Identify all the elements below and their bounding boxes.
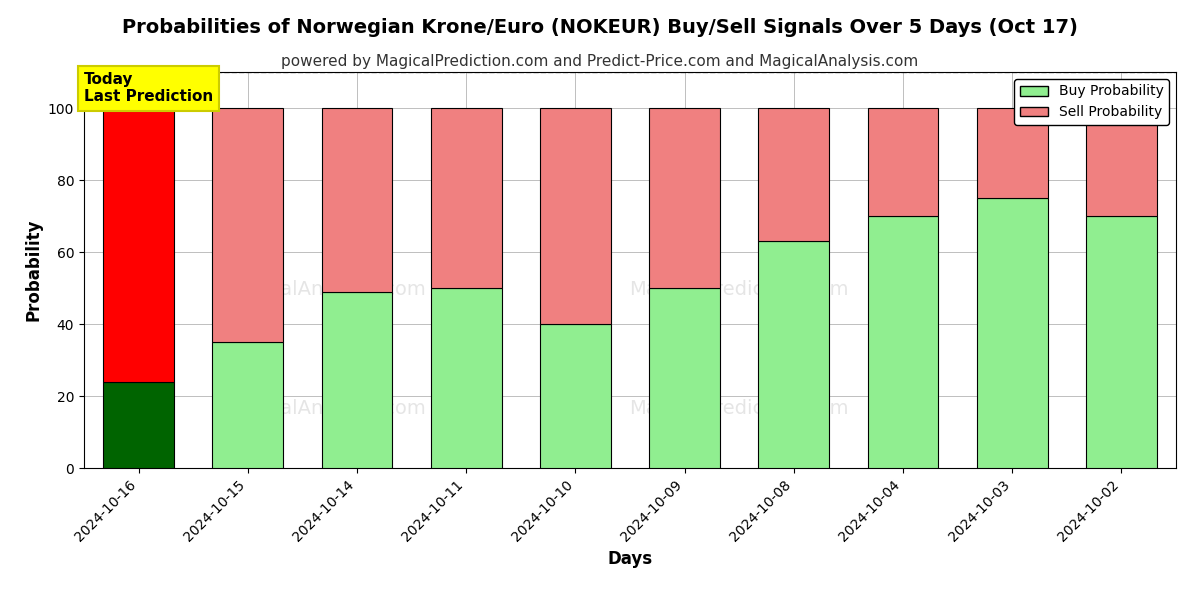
Bar <box>103 108 174 382</box>
Bar <box>977 198 1048 468</box>
Text: MagicalPrediction.com: MagicalPrediction.com <box>630 399 848 418</box>
Bar <box>977 108 1048 198</box>
Bar <box>868 108 938 216</box>
Y-axis label: Probability: Probability <box>24 219 42 321</box>
Bar <box>758 241 829 468</box>
Bar <box>1086 216 1157 468</box>
Bar <box>1086 108 1157 216</box>
Bar <box>322 292 392 468</box>
Bar <box>649 108 720 288</box>
Text: Today
Last Prediction: Today Last Prediction <box>84 72 214 104</box>
Bar <box>431 108 502 288</box>
Text: Probabilities of Norwegian Krone/Euro (NOKEUR) Buy/Sell Signals Over 5 Days (Oct: Probabilities of Norwegian Krone/Euro (N… <box>122 18 1078 37</box>
X-axis label: Days: Days <box>607 550 653 568</box>
Text: MagicalAnalysis.com: MagicalAnalysis.com <box>223 280 426 299</box>
Bar <box>758 108 829 241</box>
Legend: Buy Probability, Sell Probability: Buy Probability, Sell Probability <box>1014 79 1169 125</box>
Bar <box>649 288 720 468</box>
Bar <box>212 108 283 342</box>
Text: MagicalPrediction.com: MagicalPrediction.com <box>630 280 848 299</box>
Bar <box>212 342 283 468</box>
Bar <box>431 288 502 468</box>
Text: MagicalAnalysis.com: MagicalAnalysis.com <box>223 399 426 418</box>
Bar <box>540 324 611 468</box>
Bar <box>868 216 938 468</box>
Bar <box>103 382 174 468</box>
Text: powered by MagicalPrediction.com and Predict-Price.com and MagicalAnalysis.com: powered by MagicalPrediction.com and Pre… <box>281 54 919 69</box>
Bar <box>540 108 611 324</box>
Bar <box>322 108 392 292</box>
